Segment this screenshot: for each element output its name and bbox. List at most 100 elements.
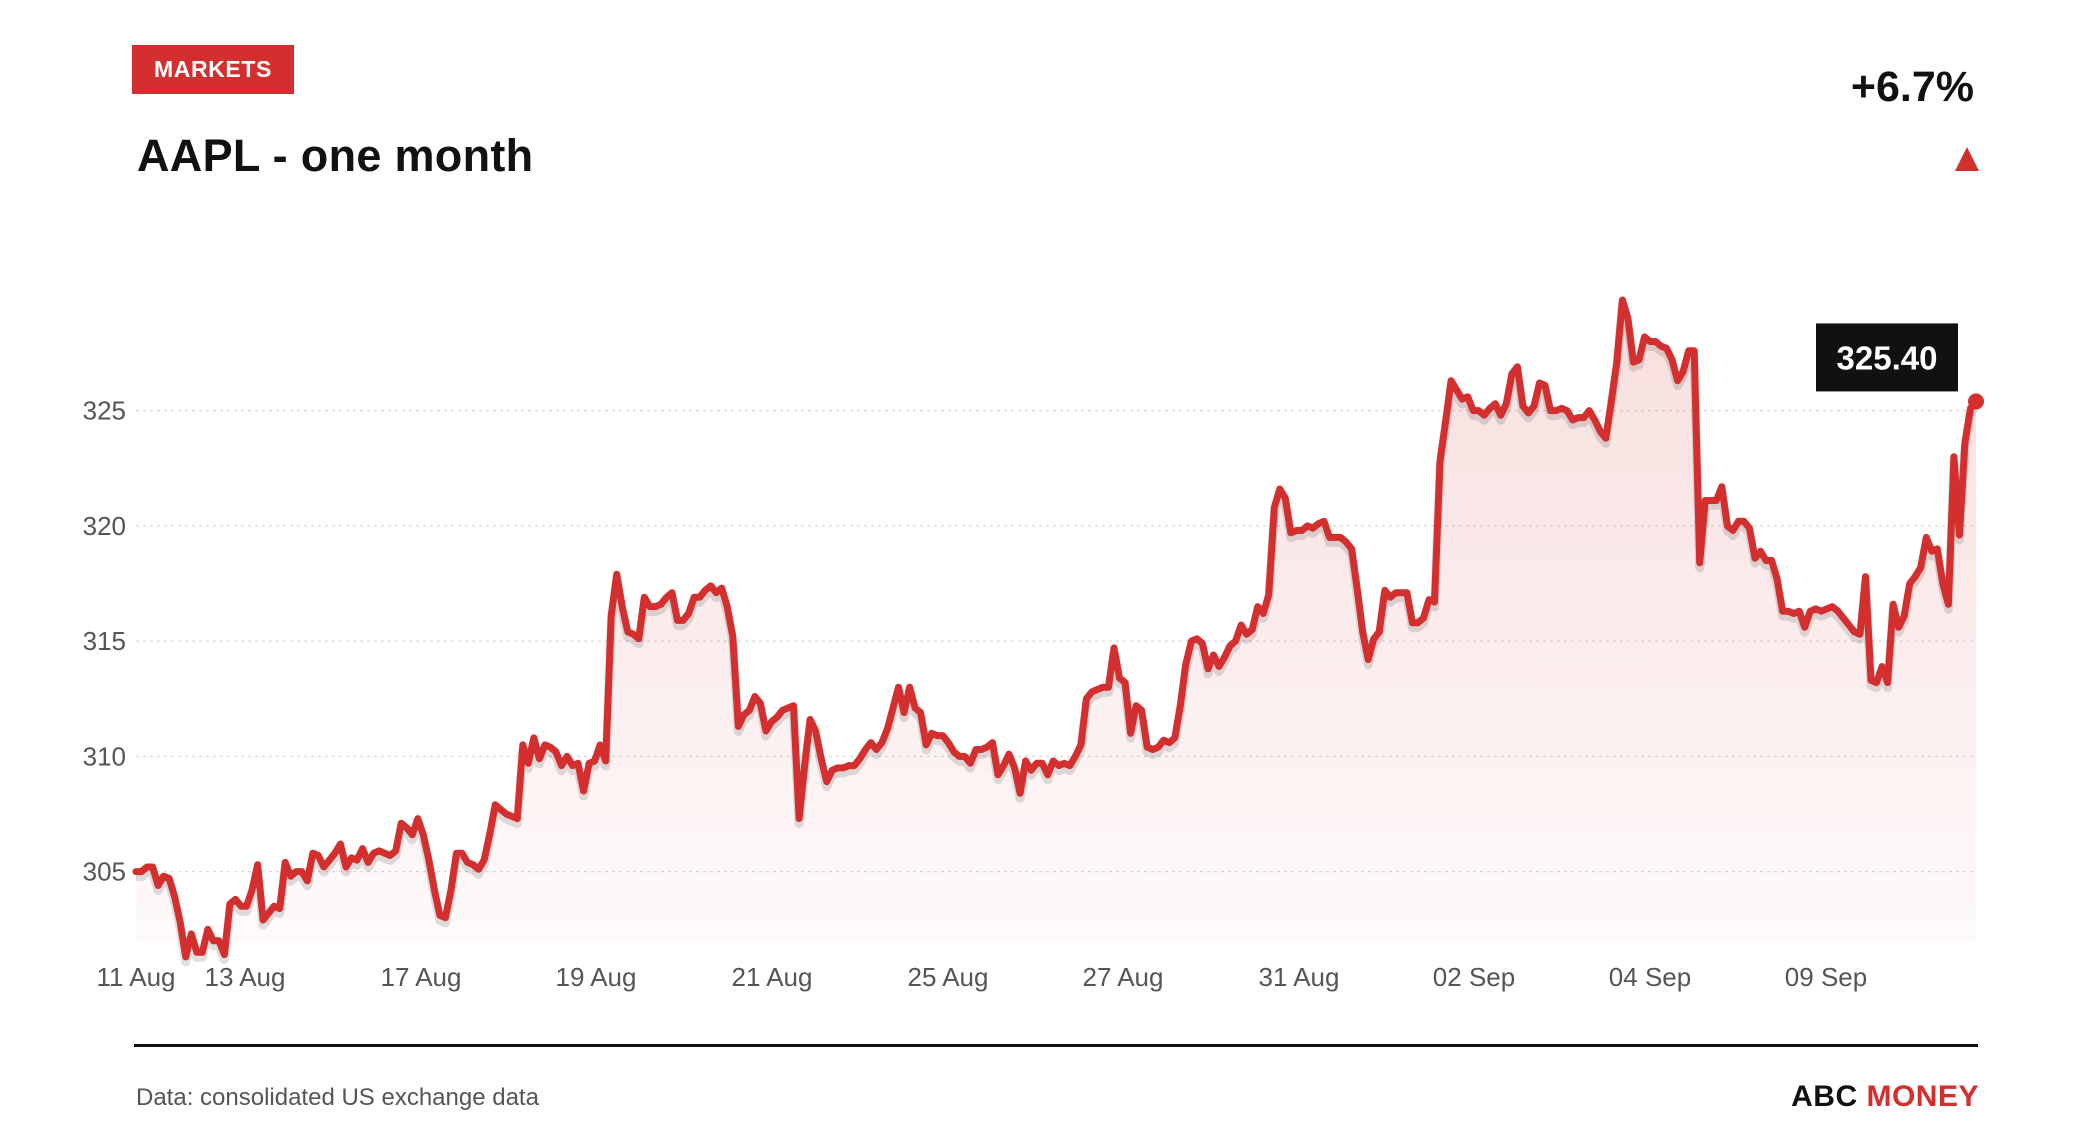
data-point bbox=[245, 904, 249, 908]
data-point bbox=[814, 729, 818, 733]
data-point bbox=[1731, 529, 1735, 533]
data-point bbox=[1560, 406, 1564, 410]
data-point bbox=[698, 595, 702, 599]
data-point bbox=[587, 761, 591, 765]
data-point bbox=[383, 851, 387, 855]
data-point bbox=[195, 950, 199, 954]
data-point bbox=[1681, 370, 1685, 374]
data-point bbox=[1151, 748, 1155, 752]
data-point bbox=[316, 854, 320, 858]
data-point bbox=[1687, 349, 1691, 353]
data-point bbox=[1913, 575, 1917, 579]
data-point bbox=[1051, 759, 1055, 763]
data-point bbox=[781, 708, 785, 712]
data-point bbox=[1261, 612, 1265, 616]
data-point bbox=[996, 773, 1000, 777]
data-point bbox=[1206, 667, 1210, 671]
data-point bbox=[1256, 605, 1260, 609]
data-point bbox=[1858, 632, 1862, 636]
data-point bbox=[1079, 743, 1083, 747]
data-point bbox=[1759, 549, 1763, 553]
data-point bbox=[1272, 505, 1276, 509]
data-point bbox=[1919, 565, 1923, 569]
data-point bbox=[294, 870, 298, 874]
data-point bbox=[836, 766, 840, 770]
data-point bbox=[410, 833, 414, 837]
data-point bbox=[880, 741, 884, 745]
data-point bbox=[692, 595, 696, 599]
data-point bbox=[1886, 681, 1890, 685]
data-point bbox=[1714, 499, 1718, 503]
data-point bbox=[1515, 365, 1519, 369]
data-point bbox=[637, 637, 641, 641]
data-point bbox=[361, 847, 365, 851]
data-point bbox=[582, 789, 586, 793]
data-point bbox=[1123, 681, 1127, 685]
data-point bbox=[941, 734, 945, 738]
data-point bbox=[1013, 766, 1017, 770]
data-point bbox=[1902, 614, 1906, 618]
data-point bbox=[1521, 404, 1525, 408]
data-point bbox=[1239, 623, 1243, 627]
data-point bbox=[499, 807, 503, 811]
data-point bbox=[1703, 499, 1707, 503]
data-point bbox=[736, 724, 740, 728]
data-point bbox=[350, 856, 354, 860]
data-point bbox=[1466, 395, 1470, 399]
data-point bbox=[1245, 632, 1249, 636]
data-point bbox=[1665, 346, 1669, 350]
data-point bbox=[1897, 625, 1901, 629]
data-point bbox=[979, 748, 983, 752]
data-point bbox=[1852, 630, 1856, 634]
data-point bbox=[189, 932, 193, 936]
data-point bbox=[1134, 704, 1138, 708]
data-point bbox=[1891, 602, 1895, 606]
data-point bbox=[471, 863, 475, 867]
x-tick-label: 11 Aug bbox=[96, 962, 175, 992]
data-point bbox=[1736, 519, 1740, 523]
data-point bbox=[1167, 741, 1171, 745]
data-point bbox=[665, 595, 669, 599]
data-point bbox=[642, 595, 646, 599]
data-point bbox=[615, 572, 619, 576]
data-point bbox=[211, 939, 215, 943]
data-point bbox=[1068, 764, 1072, 768]
data-point bbox=[289, 874, 293, 878]
up-arrow-icon bbox=[1955, 147, 1979, 171]
footer-rule bbox=[134, 1044, 1978, 1047]
data-point bbox=[935, 734, 939, 738]
data-point bbox=[278, 907, 282, 911]
data-point bbox=[1797, 609, 1801, 613]
data-point bbox=[1587, 409, 1591, 413]
data-point bbox=[1007, 752, 1011, 756]
data-point bbox=[703, 588, 707, 592]
data-point bbox=[272, 904, 276, 908]
data-point bbox=[913, 706, 917, 710]
data-point bbox=[908, 685, 912, 689]
data-point bbox=[222, 953, 226, 957]
data-point bbox=[1046, 773, 1050, 777]
data-point bbox=[1808, 609, 1812, 613]
data-point bbox=[1339, 535, 1343, 539]
data-point bbox=[560, 764, 564, 768]
data-point bbox=[178, 920, 182, 924]
data-point bbox=[504, 812, 508, 816]
y-tick-label: 320 bbox=[83, 511, 126, 541]
data-point bbox=[758, 701, 762, 705]
data-point bbox=[902, 711, 906, 715]
data-point bbox=[1908, 582, 1912, 586]
data-point bbox=[1095, 688, 1099, 692]
data-point bbox=[1626, 316, 1630, 320]
data-point bbox=[388, 854, 392, 858]
data-point bbox=[1946, 602, 1950, 606]
data-point bbox=[421, 833, 425, 837]
data-point bbox=[1399, 591, 1403, 595]
data-point bbox=[648, 605, 652, 609]
data-point bbox=[1924, 535, 1928, 539]
data-point bbox=[1670, 358, 1674, 362]
data-point bbox=[1029, 768, 1033, 772]
data-point bbox=[1184, 662, 1188, 666]
data-point bbox=[924, 743, 928, 747]
data-point bbox=[571, 764, 575, 768]
y-tick-label: 305 bbox=[83, 857, 126, 887]
